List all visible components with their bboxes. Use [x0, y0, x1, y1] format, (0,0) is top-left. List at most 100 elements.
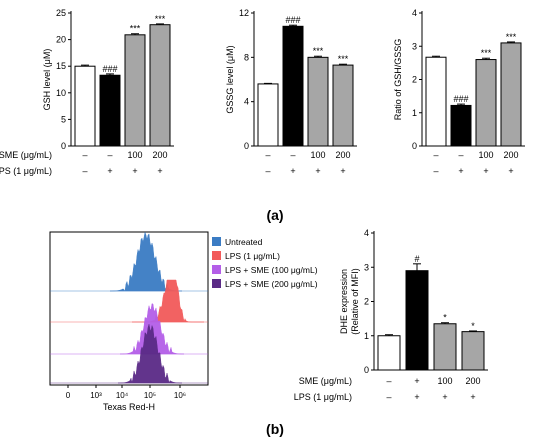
- y-tick-label: 4: [412, 8, 417, 18]
- bar: [425, 56, 447, 147]
- y-tick-label: 0: [364, 365, 369, 375]
- significance-mark: ***: [130, 24, 141, 34]
- bar: [377, 335, 401, 371]
- bar-chart-1: 0 5 10 15 20 25 GSH level (μM) – – ### – + *** 100 + **…: [0, 8, 174, 176]
- x-tick-label: 10⁵: [144, 391, 156, 400]
- legend-label: LPS + SME (200 μg/mL): [225, 279, 318, 289]
- legend-swatch: [212, 265, 221, 274]
- sme-condition: –: [386, 376, 391, 386]
- y-tick-label: 20: [56, 35, 66, 45]
- y-axis-label: (Relative of MFI): [350, 268, 360, 335]
- y-tick-label: 25: [56, 8, 66, 18]
- bar: [500, 42, 522, 147]
- y-tick-label: 3: [364, 262, 369, 272]
- lps-row-label: LPS (1 μg/mL): [0, 166, 52, 176]
- x-tick-label: 10⁴: [116, 391, 129, 400]
- bar: [307, 56, 329, 147]
- lps-condition: +: [458, 166, 463, 176]
- lps-row-label: LPS (1 μg/mL): [294, 392, 352, 402]
- lps-condition: +: [442, 392, 447, 402]
- y-tick-label: 1: [364, 331, 369, 341]
- bar: [433, 323, 457, 371]
- bar-chart-4: 0 1 2 3 4 DHE expression (Relative of MFI) – – # +…: [294, 228, 488, 402]
- significance-mark: ###: [102, 64, 117, 74]
- sme-row-label: SME (μg/mL): [299, 376, 352, 386]
- bar: [99, 74, 121, 147]
- panel-label-a: (a): [266, 207, 283, 223]
- histogram-frame: [49, 231, 209, 386]
- lps-condition: +: [340, 166, 345, 176]
- x-tick-label: 10⁶: [174, 391, 186, 400]
- y-tick-label: 0: [412, 141, 417, 151]
- bar: [124, 34, 146, 147]
- y-tick-label: 0: [61, 141, 66, 151]
- sme-condition: 200: [503, 150, 518, 160]
- flow-histogram: 0 10³ 10⁴ 10⁵ 10⁶ Texas Red-H Untreated LPS (1 …: [49, 231, 318, 412]
- sme-condition: 200: [465, 376, 480, 386]
- bar: [74, 65, 96, 147]
- lps-condition: +: [132, 166, 137, 176]
- y-tick-label: 5: [61, 114, 66, 124]
- bar: [257, 83, 279, 147]
- sme-condition: –: [265, 150, 270, 160]
- x-tick-label: 0: [66, 391, 71, 400]
- x-tick-label: 10³: [90, 391, 102, 400]
- lps-condition: –: [265, 166, 270, 176]
- y-tick-label: 3: [412, 41, 417, 51]
- y-axis-label: GSH level (μM): [42, 49, 52, 111]
- histogram-peak: [117, 324, 183, 384]
- lps-condition: +: [414, 392, 419, 402]
- significance-mark: ###: [285, 15, 300, 25]
- lps-condition: +: [315, 166, 320, 176]
- y-axis-label: GSSG level (μM): [225, 45, 235, 113]
- bar: [405, 270, 429, 371]
- histogram-peak: [132, 279, 204, 323]
- sme-condition: +: [414, 376, 419, 386]
- y-tick-label: 12: [239, 8, 249, 18]
- y-tick-label: 4: [244, 97, 249, 107]
- y-tick-label: 10: [56, 88, 66, 98]
- bar-chart-2: 0 4 8 12 GSSG level (μM) – – ### – + *** 100 + *** 200…: [225, 8, 357, 176]
- significance-mark: ***: [506, 32, 517, 42]
- legend-label: Untreated: [225, 237, 263, 247]
- y-tick-label: 15: [56, 61, 66, 71]
- sme-condition: 100: [478, 150, 493, 160]
- sme-condition: –: [107, 150, 112, 160]
- lps-condition: +: [483, 166, 488, 176]
- significance-mark: *: [443, 313, 447, 323]
- sme-condition: –: [458, 150, 463, 160]
- bar-chart-3: 0 1 2 3 4 Ratio of GSH/GSSG – – ### – + *** 100 + *** 2…: [393, 8, 525, 176]
- bar: [450, 104, 472, 147]
- sme-condition: 100: [437, 376, 452, 386]
- y-axis-label: Ratio of GSH/GSSG: [393, 39, 403, 121]
- bar: [475, 59, 497, 147]
- lps-condition: +: [290, 166, 295, 176]
- y-tick-label: 8: [244, 52, 249, 62]
- sme-condition: 200: [335, 150, 350, 160]
- y-tick-label: 2: [364, 297, 369, 307]
- lps-condition: +: [157, 166, 162, 176]
- bar: [332, 64, 354, 147]
- lps-condition: +: [107, 166, 112, 176]
- lps-condition: +: [470, 392, 475, 402]
- significance-mark: ***: [313, 46, 324, 56]
- legend-swatch: [212, 251, 221, 260]
- lps-condition: –: [433, 166, 438, 176]
- lps-condition: –: [82, 166, 87, 176]
- sme-condition: –: [82, 150, 87, 160]
- sme-condition: –: [290, 150, 295, 160]
- significance-mark: ***: [481, 48, 492, 58]
- lps-condition: –: [386, 392, 391, 402]
- y-tick-label: 4: [364, 228, 369, 238]
- x-axis-label: Texas Red-H: [103, 402, 155, 412]
- significance-mark: #: [414, 254, 419, 264]
- significance-mark: ***: [155, 14, 166, 24]
- bar: [461, 331, 485, 371]
- bar: [282, 25, 304, 147]
- sme-condition: –: [433, 150, 438, 160]
- significance-mark: ###: [453, 94, 468, 104]
- bar: [149, 24, 171, 147]
- legend-label: LPS (1 μg/mL): [225, 251, 280, 261]
- y-tick-label: 1: [412, 108, 417, 118]
